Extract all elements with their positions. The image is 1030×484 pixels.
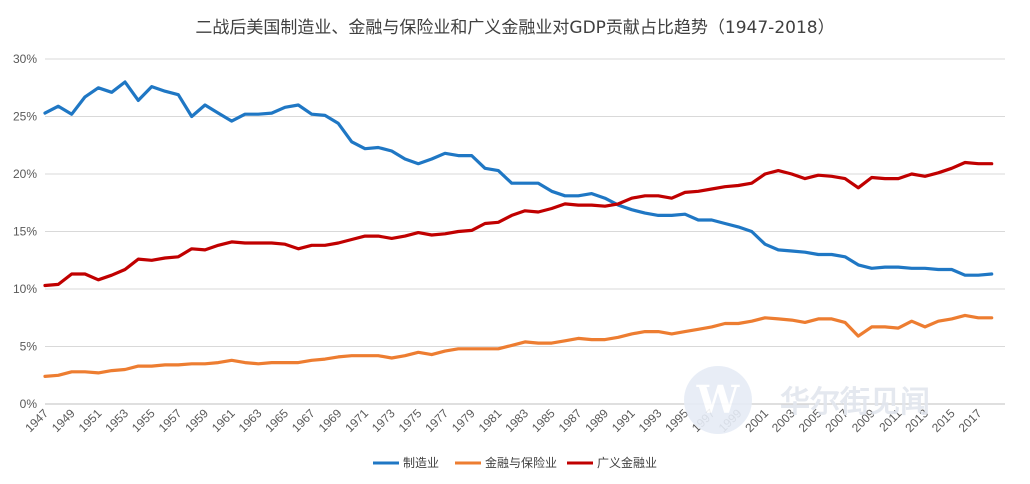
y-tick-label: 25% xyxy=(13,110,37,124)
y-tick-label: 20% xyxy=(13,167,37,181)
x-tick-label: 1983 xyxy=(502,406,531,435)
y-tick-label: 15% xyxy=(13,225,37,239)
x-tick-label: 1969 xyxy=(316,406,345,435)
x-tick-label: 1965 xyxy=(262,406,291,435)
x-tick-label: 1963 xyxy=(236,406,265,435)
x-tick-label: 1975 xyxy=(396,406,425,435)
x-tick-label: 1955 xyxy=(129,406,158,435)
x-tick-label: 1953 xyxy=(102,406,131,435)
x-tick-label: 2015 xyxy=(929,406,958,435)
x-tick-label: 1993 xyxy=(636,406,665,435)
series-line-3 xyxy=(43,160,994,288)
y-tick-label: 30% xyxy=(13,52,37,66)
x-tick-label: 1977 xyxy=(422,406,451,435)
x-tick-label: 1949 xyxy=(49,406,78,435)
y-tick-label: 0% xyxy=(20,397,38,411)
gridlines xyxy=(45,58,1005,405)
x-tick-label: 1985 xyxy=(529,406,558,435)
legend-label: 制造业 xyxy=(403,456,439,470)
y-tick-label: 10% xyxy=(13,282,37,296)
y-tick-label: 5% xyxy=(20,340,38,354)
legend-label: 广义金融业 xyxy=(597,455,657,470)
series-line-2 xyxy=(43,313,994,378)
legend-label: 金融与保险业 xyxy=(485,455,557,470)
watermark-logo-letter: W xyxy=(696,377,741,422)
x-tick-label: 1981 xyxy=(476,406,505,435)
legend: 制造业 金融与保险业 广义金融业 xyxy=(373,455,657,470)
x-tick-label: 1971 xyxy=(342,406,371,435)
chart-title: 二战后美国制造业、金融与保险业和广义金融业对GDP贡献占比趋势（1947-201… xyxy=(195,18,834,38)
watermark-text: 华尔街见闻 xyxy=(780,385,930,420)
x-tick-label: 1989 xyxy=(582,406,611,435)
x-tick-label: 2017 xyxy=(956,406,985,435)
y-axis-tick-labels: 0% 5% 10% 15% 20% 25% 30% xyxy=(13,52,37,411)
x-tick-label: 1979 xyxy=(449,406,478,435)
series-line-1 xyxy=(43,80,994,277)
x-tick-label: 1961 xyxy=(209,406,238,435)
watermark: W 华尔街见闻 xyxy=(684,366,930,434)
x-tick-label: 1957 xyxy=(156,406,185,435)
watermark-logo-icon xyxy=(684,366,752,434)
x-tick-label: 1951 xyxy=(76,406,105,435)
series-lines xyxy=(43,80,994,378)
x-tick-label: 1959 xyxy=(182,406,211,435)
x-tick-label: 1967 xyxy=(289,406,318,435)
x-tick-label: 1991 xyxy=(609,406,638,435)
x-tick-label: 1987 xyxy=(556,406,585,435)
x-tick-label: 1973 xyxy=(369,406,398,435)
